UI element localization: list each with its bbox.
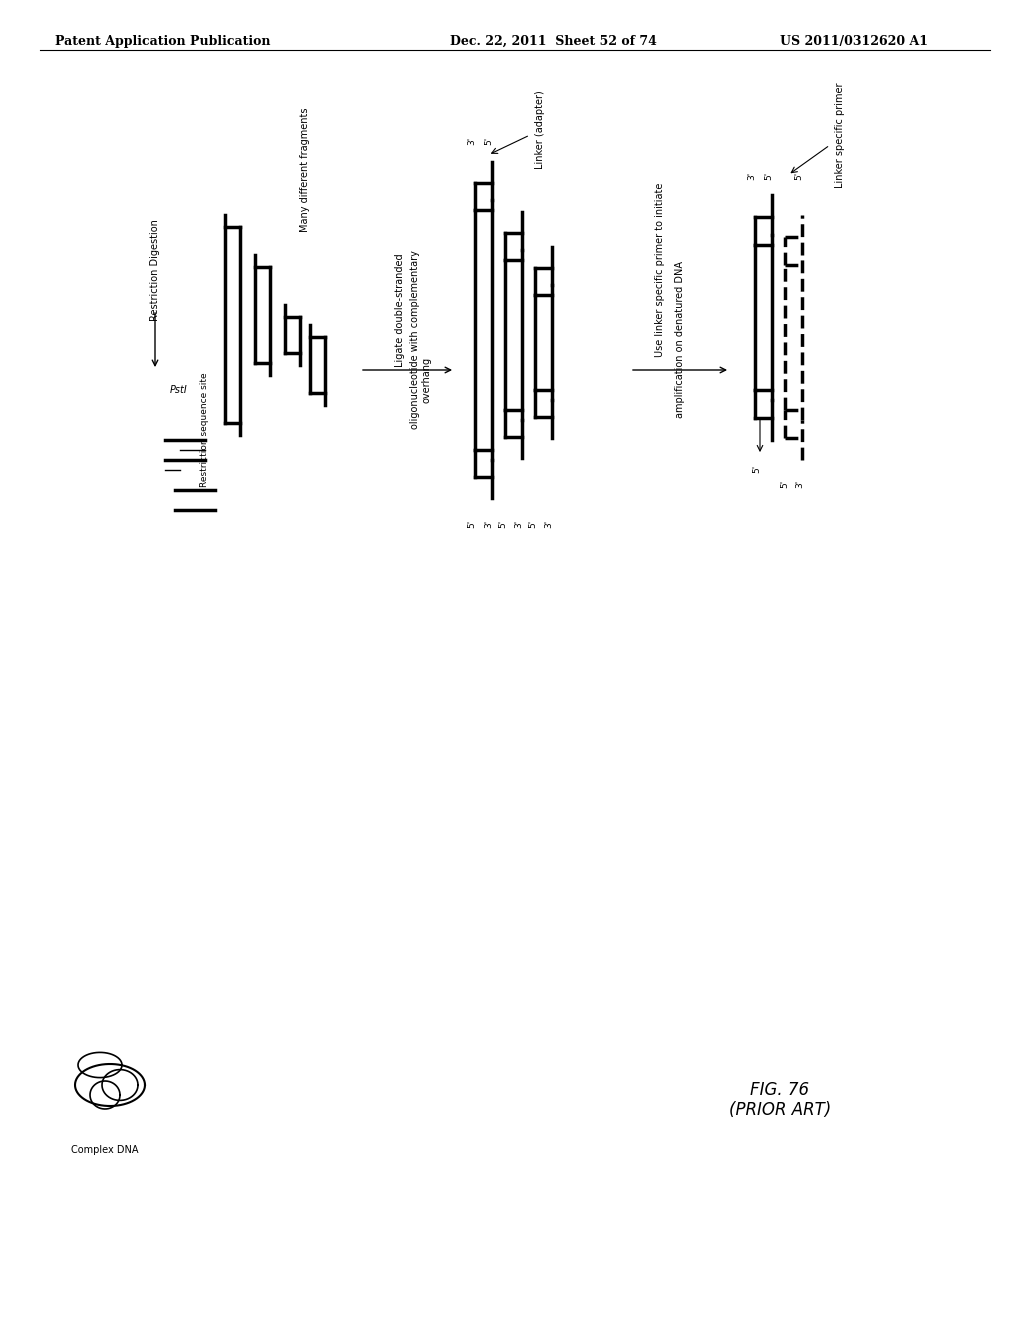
Text: 3': 3' — [796, 480, 805, 488]
Text: 3': 3' — [484, 520, 494, 528]
Text: Use linker specific primer to initiate: Use linker specific primer to initiate — [655, 182, 665, 358]
Text: Linker (adapter): Linker (adapter) — [535, 91, 545, 169]
Text: amplification on denatured DNA: amplification on denatured DNA — [675, 261, 685, 418]
Text: US 2011/0312620 A1: US 2011/0312620 A1 — [780, 36, 928, 48]
Text: FIG. 76
(PRIOR ART): FIG. 76 (PRIOR ART) — [729, 1081, 831, 1119]
Text: 3': 3' — [514, 520, 523, 528]
Text: 5': 5' — [528, 520, 538, 528]
Text: Patent Application Publication: Patent Application Publication — [55, 36, 270, 48]
Text: 3': 3' — [545, 520, 554, 528]
Text: Restriction Digestion: Restriction Digestion — [150, 219, 160, 321]
Text: 3': 3' — [468, 137, 476, 145]
Text: PstI: PstI — [170, 385, 187, 395]
Text: 5': 5' — [780, 480, 790, 488]
Text: 3': 3' — [748, 172, 757, 180]
Text: Restriction sequence site: Restriction sequence site — [200, 372, 209, 487]
Text: Ligate double-stranded: Ligate double-stranded — [395, 253, 406, 367]
Text: Many different fragments: Many different fragments — [300, 108, 310, 232]
Text: Dec. 22, 2011  Sheet 52 of 74: Dec. 22, 2011 Sheet 52 of 74 — [450, 36, 656, 48]
Text: 5': 5' — [468, 520, 476, 528]
Text: Linker specific primer: Linker specific primer — [835, 82, 845, 187]
Text: 5': 5' — [499, 520, 508, 528]
Text: 5': 5' — [795, 172, 804, 180]
Text: oligonucleotide with complementary: oligonucleotide with complementary — [410, 251, 420, 429]
Text: 5': 5' — [753, 465, 762, 474]
Text: 5': 5' — [765, 172, 773, 180]
Text: 5': 5' — [484, 137, 494, 145]
Text: overhang: overhang — [422, 356, 432, 403]
Text: Complex DNA: Complex DNA — [72, 1144, 138, 1155]
